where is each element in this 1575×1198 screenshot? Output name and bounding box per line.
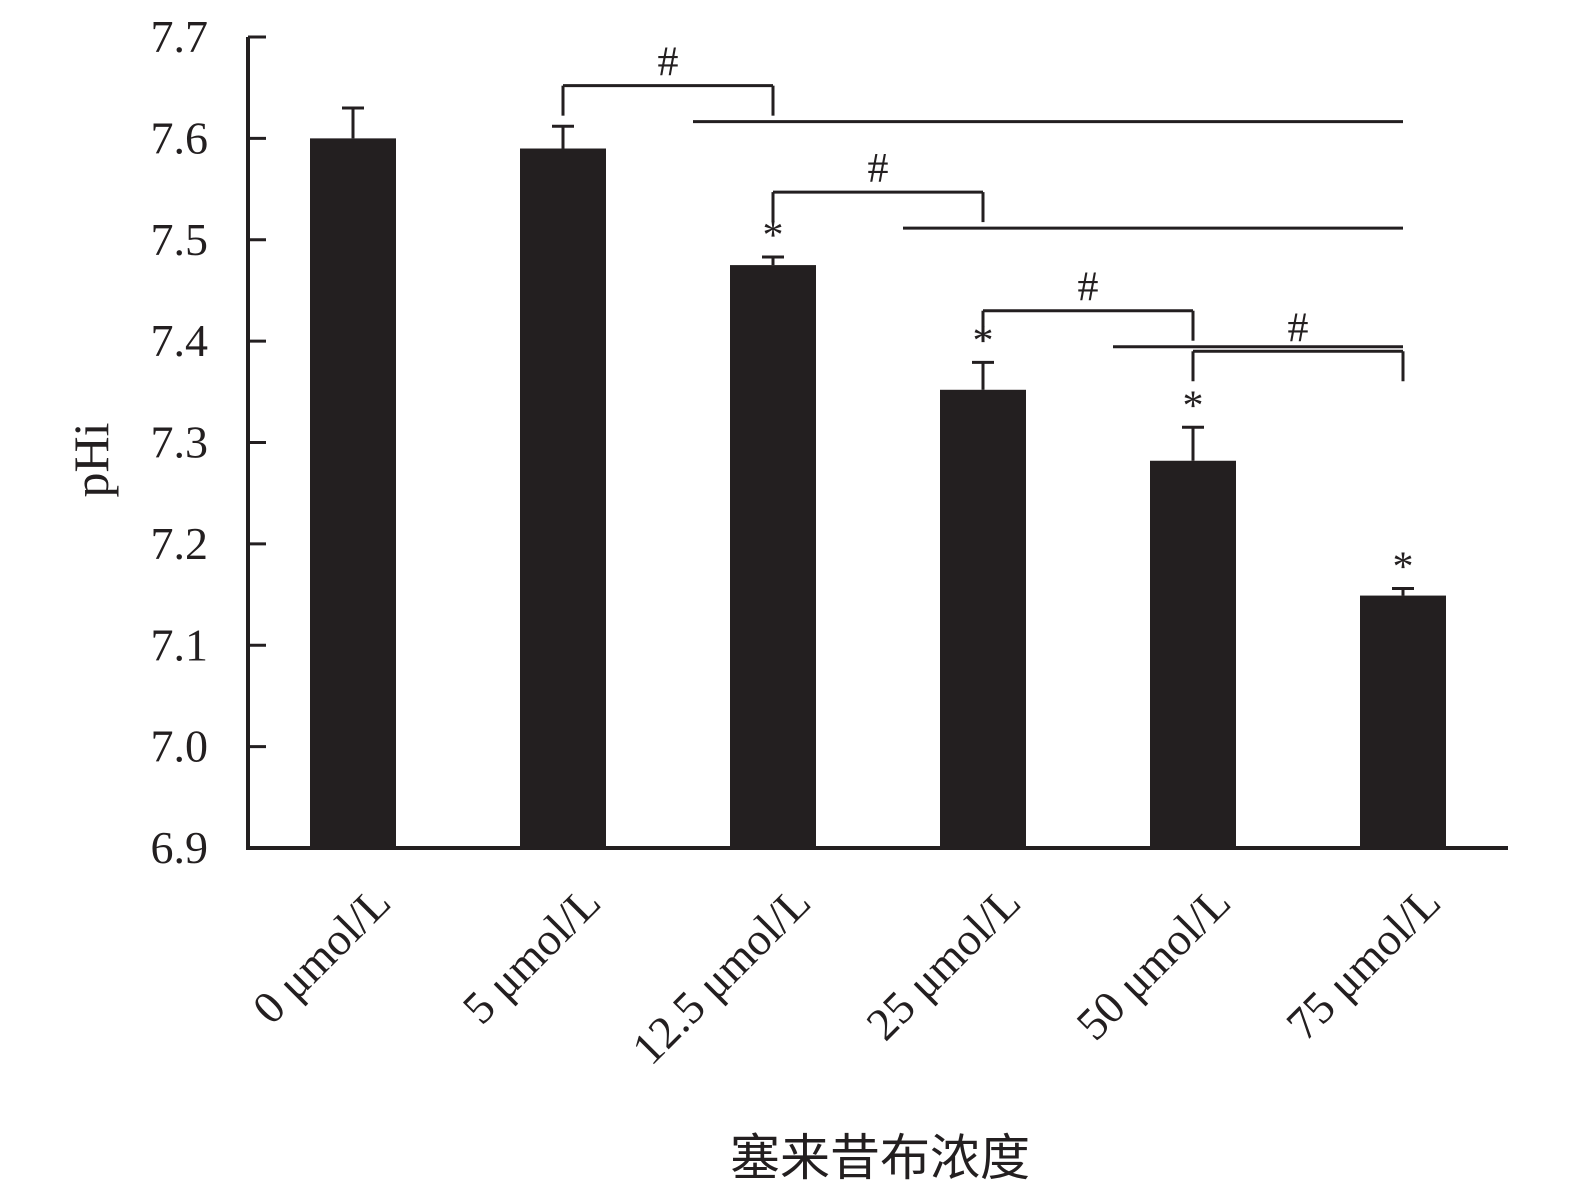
x-category-label: 0 μmol/L (243, 876, 400, 1033)
y-tick-label: 6.9 (151, 822, 209, 873)
significance-marker: * (1183, 383, 1204, 429)
bar (520, 148, 606, 848)
bar (310, 138, 396, 848)
x-axis-title: 塞来昔布浓度 (730, 1130, 1030, 1186)
bar (1360, 595, 1446, 848)
comparison-brackets: # # # # (561, 40, 1405, 382)
x-category-label: 5 μmol/L (453, 876, 610, 1033)
y-tick-label: 7.2 (151, 518, 209, 569)
hash-marker: # (1288, 305, 1309, 351)
hash-marker: # (658, 40, 679, 86)
y-axis-title: pHi (63, 423, 119, 498)
y-axis-ticks: 6.9 7.0 7.1 7.2 7.3 7.4 7.5 7.6 7.7 (151, 11, 266, 873)
significance-marker: * (1393, 544, 1414, 590)
y-tick-label: 7.4 (151, 315, 209, 366)
significance-marker: * (973, 318, 994, 364)
y-tick-label: 7.6 (151, 112, 209, 163)
bars: * * * * (310, 106, 1446, 848)
y-tick-label: 7.5 (151, 214, 209, 265)
y-tick-label: 7.1 (151, 619, 209, 670)
y-tick-label: 7.3 (151, 417, 209, 468)
y-tick-label: 7.0 (151, 721, 209, 772)
hash-marker: # (1078, 265, 1099, 311)
x-category-label: 25 μmol/L (856, 876, 1030, 1050)
bar (730, 265, 816, 848)
x-category-label: 75 μmol/L (1276, 876, 1450, 1050)
x-axis-labels: 0 μmol/L 5 μmol/L 12.5 μmol/L 25 μmol/L 50 μ… (243, 876, 1450, 1074)
significance-marker: * (763, 213, 784, 259)
hash-marker: # (868, 146, 889, 192)
bar (1150, 460, 1236, 848)
bar (940, 389, 1026, 848)
x-category-label: 50 μmol/L (1066, 876, 1240, 1050)
y-tick-label: 7.7 (151, 11, 209, 62)
x-category-label: 12.5 μmol/L (622, 876, 820, 1074)
